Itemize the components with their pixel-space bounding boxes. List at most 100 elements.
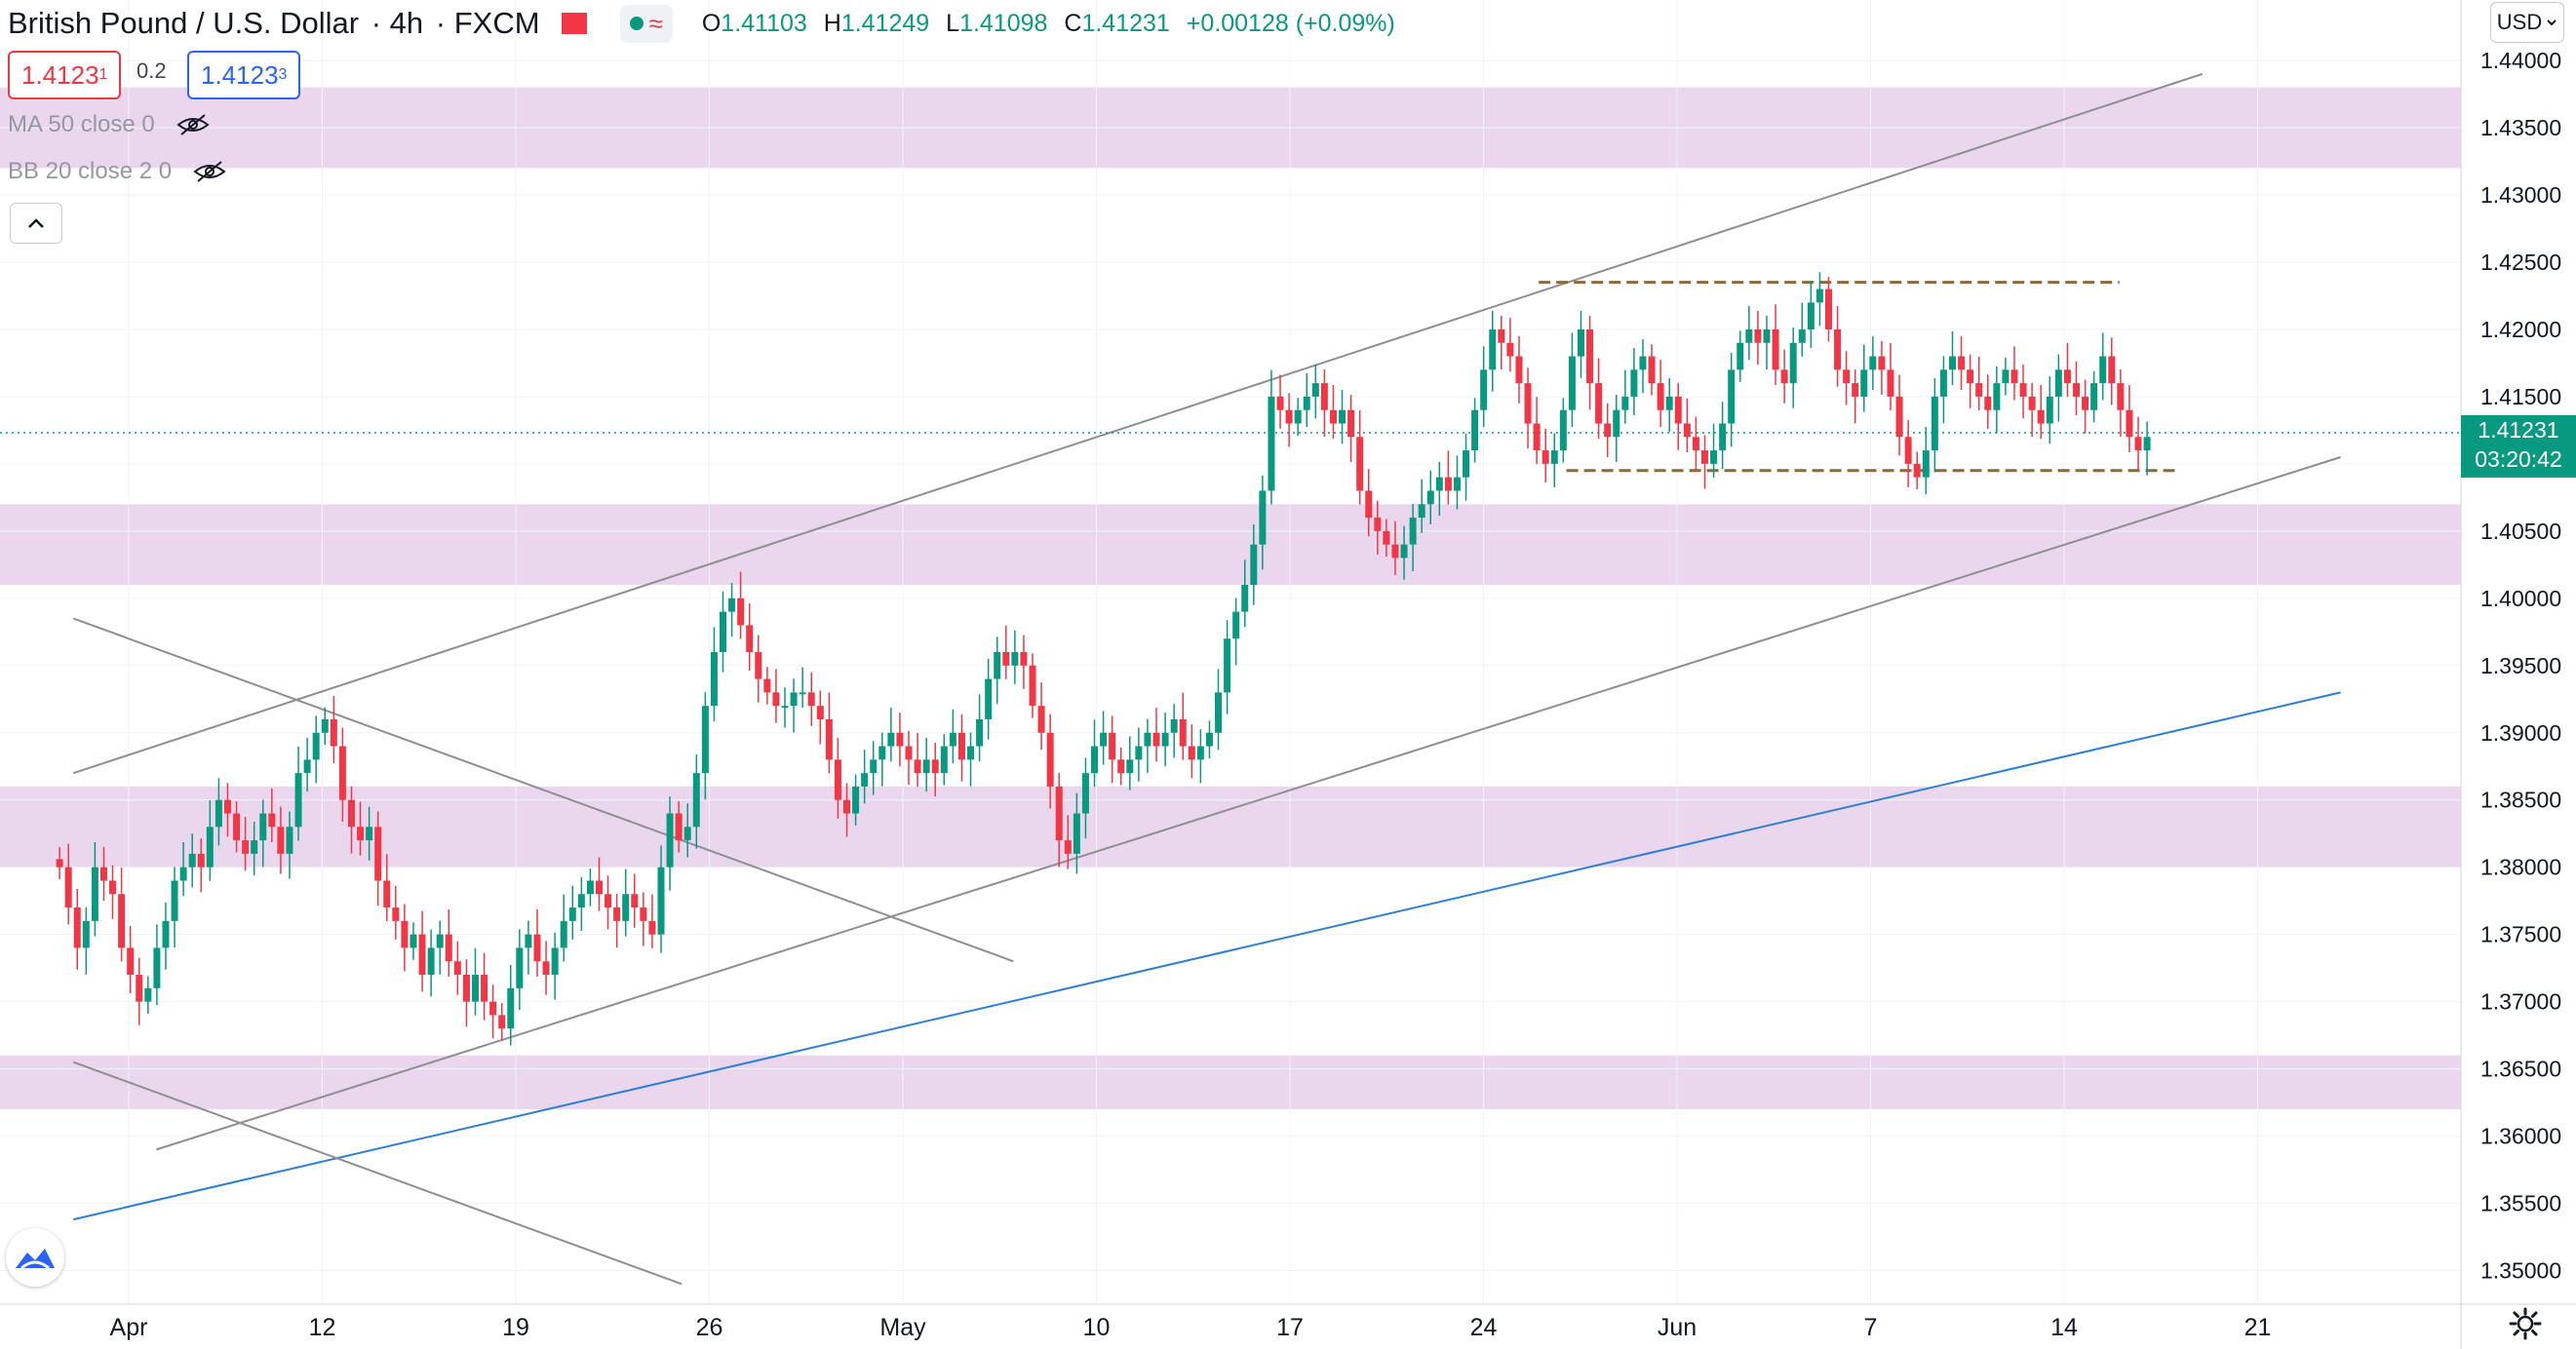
candle-body	[1860, 369, 1868, 397]
candle-body	[188, 853, 196, 867]
candle-body	[640, 907, 647, 921]
candle-body	[1241, 585, 1249, 612]
candle-body	[657, 867, 665, 935]
candle-body	[1135, 746, 1143, 760]
candle-body	[1815, 289, 1823, 303]
symbol-title[interactable]: British Pound / U.S. Dollar · 4h · FXCM	[8, 6, 540, 40]
eye-off-icon[interactable]	[193, 160, 226, 183]
candle-body	[1550, 450, 1558, 464]
sell-price-button[interactable]: 1.4123 1	[8, 51, 122, 99]
indicator-bb[interactable]: BB 20 close 2 0	[8, 158, 226, 185]
gear-icon[interactable]	[2508, 1306, 2543, 1341]
y-tick-label: 1.39500	[2480, 653, 2561, 678]
currency-button[interactable]: USD	[2490, 2, 2564, 43]
x-tick-label: 21	[2244, 1314, 2272, 1341]
candle-body	[1763, 328, 1771, 343]
flag-icon[interactable]	[561, 13, 587, 34]
candle-body	[1374, 518, 1382, 531]
candle-body	[2082, 396, 2089, 410]
close-value: 1.41231	[1081, 9, 1170, 37]
candle-body	[2002, 369, 2010, 384]
candle-body	[1091, 746, 1099, 774]
candle-body	[1648, 356, 1656, 384]
buy-price-button[interactable]: 1.4123 3	[187, 51, 301, 99]
candle-body	[401, 920, 409, 948]
candle-body	[568, 907, 576, 921]
ohlc-readout: O1.41103 H1.41249 L1.41098 C1.41231 +0.0…	[701, 9, 1395, 37]
candle-body	[1356, 437, 1364, 491]
candle-body	[1037, 706, 1045, 733]
candle-body	[2090, 383, 2098, 410]
candle-body	[1843, 369, 1851, 384]
candle-body	[683, 827, 691, 841]
candle-body	[1958, 356, 1966, 370]
candle-body	[321, 718, 329, 733]
x-tick-label: 7	[1864, 1314, 1878, 1341]
candle-body	[1904, 437, 1912, 464]
candle-body	[153, 947, 161, 988]
candle-body	[976, 718, 984, 747]
candle-body	[1798, 328, 1806, 343]
candle-body	[1400, 544, 1408, 559]
candle-body	[223, 799, 231, 814]
candle-body	[1453, 477, 1461, 491]
candle-body	[1029, 665, 1036, 707]
candle-body	[1196, 746, 1204, 760]
candle-body	[613, 907, 621, 921]
candle-body	[162, 920, 170, 948]
candle-body	[1418, 504, 1425, 519]
candle-body	[1993, 383, 2001, 410]
interval-label: 4h	[389, 6, 424, 40]
candle-body	[1948, 356, 1956, 370]
candle-body	[1737, 342, 1744, 370]
candle-body	[507, 987, 515, 1029]
candle-body	[2117, 383, 2125, 410]
candle-body	[251, 840, 258, 854]
open-value: 1.41103	[721, 9, 807, 37]
x-tick-label: 10	[1083, 1314, 1111, 1341]
candle-body	[118, 894, 126, 948]
candle-body	[1268, 396, 1275, 491]
drawing-channel-lower	[156, 456, 2341, 1151]
candle-body	[1250, 544, 1258, 586]
candle-body	[242, 840, 250, 854]
candle-body	[374, 827, 382, 881]
candle-body	[1311, 383, 1319, 397]
candle-body	[1878, 356, 1886, 370]
y-tick-label: 1.42500	[2480, 250, 2561, 275]
y-tick-label: 1.41500	[2480, 384, 2561, 409]
collapse-legend-button[interactable]	[10, 203, 62, 244]
candle-body	[1188, 746, 1195, 760]
tradingview-logo-icon[interactable]	[6, 1228, 64, 1287]
candle-body	[1463, 450, 1470, 478]
candle-body	[755, 652, 762, 679]
candle-body	[790, 692, 798, 707]
candle-body	[719, 611, 726, 652]
candle-body	[940, 746, 948, 774]
candle-body	[1329, 409, 1337, 424]
candle-body	[1179, 718, 1187, 747]
candle-body	[294, 773, 302, 828]
candle-body	[533, 934, 541, 962]
x-tick-label: 19	[502, 1314, 529, 1341]
x-tick-label: Jun	[1658, 1314, 1697, 1341]
candle-body	[91, 867, 98, 921]
candle-body	[1064, 840, 1072, 854]
drawing-descending	[72, 617, 1014, 963]
candle-body	[1391, 544, 1399, 559]
candle-body	[1285, 409, 1293, 424]
y-tick-label: 1.39000	[2480, 720, 2561, 746]
candle-body	[1073, 813, 1080, 854]
candle-body	[64, 867, 72, 908]
candle-body	[2019, 383, 2027, 397]
indicator-ma[interactable]: MA 50 close 0	[8, 111, 210, 138]
candle-body	[1869, 356, 1877, 370]
drawing-trend-blue	[73, 691, 2341, 1221]
candle-body	[1939, 369, 1947, 397]
candle-body	[648, 920, 656, 935]
candle-body	[666, 813, 674, 867]
eye-off-icon[interactable]	[176, 113, 210, 136]
status-pills[interactable]: ≈	[619, 4, 673, 43]
candle-body	[338, 746, 346, 800]
